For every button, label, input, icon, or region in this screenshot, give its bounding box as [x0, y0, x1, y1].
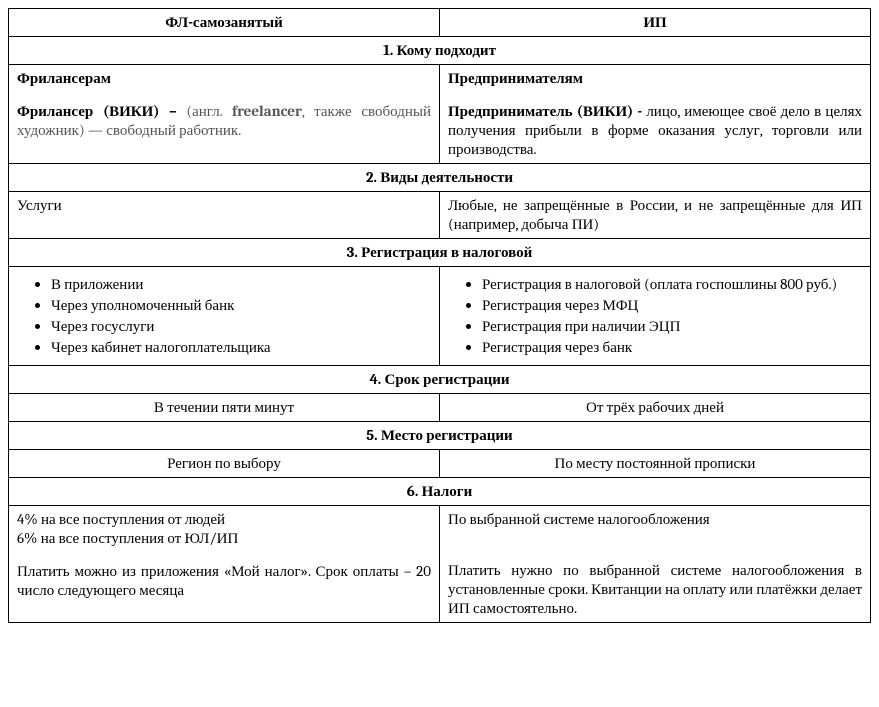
s6-left-line2: 6% на все поступления от ЮЛ/ИП	[17, 529, 431, 548]
list-item: Через кабинет налогоплательщика	[51, 338, 431, 357]
s3-right: Регистрация в налоговой (оплата госпошли…	[440, 267, 871, 366]
s2-right: Любые, не запрещённые в России, и не зап…	[440, 192, 871, 239]
section-6-title: 6. Налоги	[9, 478, 871, 506]
list-item: Регистрация через МФЦ	[482, 296, 862, 315]
s1-right-heading: Предпринимателям	[448, 69, 862, 88]
col-header-ip: ИП	[440, 9, 871, 37]
s3-right-list: Регистрация в налоговой (оплата госпошли…	[448, 275, 862, 357]
col-header-fl: ФЛ-самозанятый	[9, 9, 440, 37]
s6-left-line1: 4% на все поступления от людей	[17, 510, 431, 529]
list-item: Через госуслуги	[51, 317, 431, 336]
s1-left-def-pre: (англ.	[177, 102, 232, 120]
section-2-title: 2. Виды деятельности	[9, 164, 871, 192]
section-3-title: 3. Регистрация в налоговой	[9, 239, 871, 267]
s1-left-def-bold: freelancer	[232, 102, 302, 120]
section-1-title: 1. Кому подходит	[9, 37, 871, 65]
list-item: Регистрация в налоговой (оплата госпошли…	[482, 275, 862, 294]
s6-right: По выбранной системе налогообложения Пла…	[440, 506, 871, 623]
s4-left: В течении пяти минут	[9, 394, 440, 422]
s1-left-heading: Фрилансерам	[17, 69, 431, 88]
s2-left: Услуги	[9, 192, 440, 239]
section-5-title: 5. Место регистрации	[9, 422, 871, 450]
s5-left: Регион по выбору	[9, 450, 440, 478]
s3-left-list: В приложении Через уполномоченный банк Ч…	[17, 275, 431, 357]
section-4-title: 4. Срок регистрации	[9, 366, 871, 394]
s1-left-term: Фрилансер (ВИКИ) –	[17, 102, 177, 120]
s6-right-line1: По выбранной системе налогообложения	[448, 510, 862, 529]
s1-right-term: Предприниматель (ВИКИ) -	[448, 102, 642, 120]
list-item: Регистрация через банк	[482, 338, 862, 357]
s1-right: Предпринимателям Предприниматель (ВИКИ) …	[440, 65, 871, 164]
s6-right-para: Платить нужно по выбранной системе налог…	[448, 561, 862, 618]
s3-left: В приложении Через уполномоченный банк Ч…	[9, 267, 440, 366]
comparison-table: ФЛ-самозанятый ИП 1. Кому подходит Фрила…	[8, 8, 871, 623]
s5-right: По месту постоянной прописки	[440, 450, 871, 478]
s1-left: Фрилансерам Фрилансер (ВИКИ) – (англ. fr…	[9, 65, 440, 164]
s6-left-para: Платить можно из приложения «Мой налог».…	[17, 562, 431, 600]
s6-left: 4% на все поступления от людей 6% на все…	[9, 506, 440, 623]
s4-right: От трёх рабочих дней	[440, 394, 871, 422]
list-item: Через уполномоченный банк	[51, 296, 431, 315]
list-item: В приложении	[51, 275, 431, 294]
list-item: Регистрация при наличии ЭЦП	[482, 317, 862, 336]
